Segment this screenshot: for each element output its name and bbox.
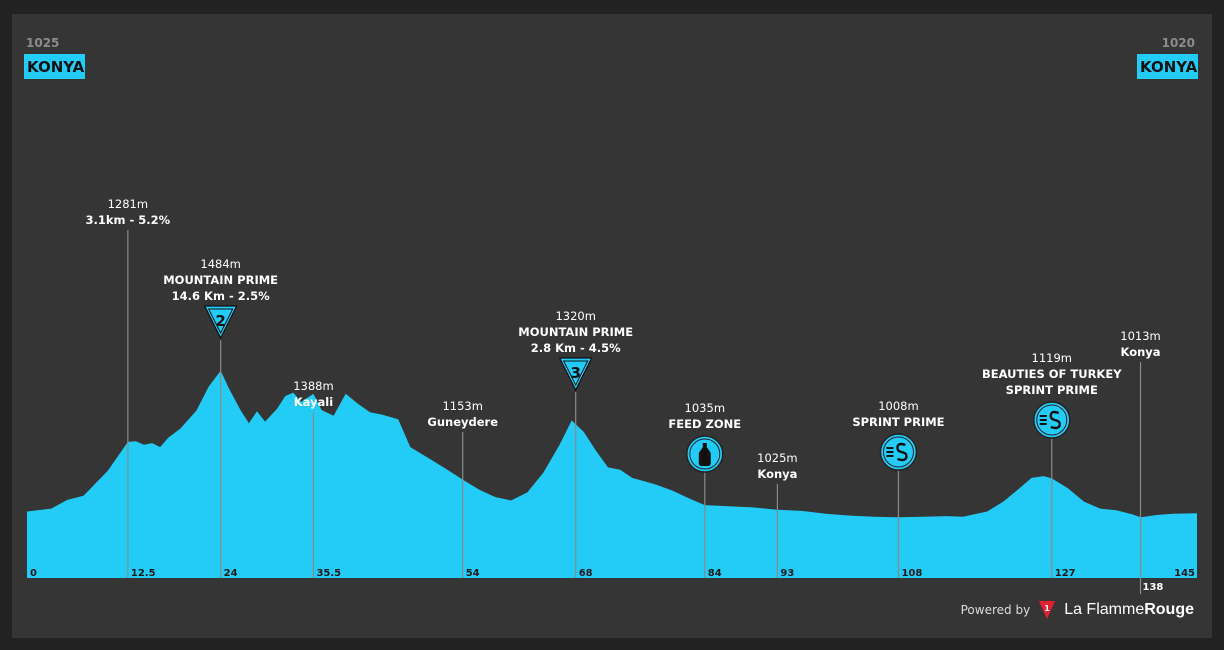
x-tick-label: 93 bbox=[780, 568, 794, 579]
sprint-lines-icon bbox=[1039, 415, 1047, 425]
finish-city: KONYA bbox=[1140, 58, 1198, 76]
marker-9: Konya 1013m bbox=[1120, 329, 1161, 594]
marker-3: Guneydere 1153m bbox=[427, 399, 498, 578]
powered-by-label: Powered by bbox=[960, 603, 1031, 617]
marker-desc-5-0: FEED ZONE bbox=[668, 417, 741, 431]
brand-name-light: La Flamme bbox=[1064, 601, 1145, 618]
sprint-s-icon bbox=[1049, 410, 1061, 430]
marker-desc-3-0: Guneydere bbox=[427, 415, 498, 429]
marker-0: 3.1km - 5.2% 1281m bbox=[86, 197, 171, 578]
sprint-s-icon bbox=[896, 442, 908, 462]
mountain-category-inner-icon bbox=[207, 308, 234, 335]
start-elevation: 1025 bbox=[26, 36, 59, 50]
marker-desc-4-0: MOUNTAIN PRIME bbox=[518, 325, 633, 339]
x-tick-label: 24 bbox=[224, 568, 238, 579]
marker-elevation-2: 1388m bbox=[293, 379, 333, 393]
x-tick-label: 54 bbox=[466, 568, 480, 579]
marker-elevation-5: 1035m bbox=[685, 401, 725, 415]
marker-desc-1-1: 14.6 Km - 2.5% bbox=[172, 289, 270, 303]
x-tick-label: 0 bbox=[30, 568, 37, 579]
x-tick-label: 138 bbox=[1143, 582, 1164, 593]
marker-5: FEED ZONE 1035m bbox=[668, 401, 741, 578]
elevation-profile-chart: 1025 KONYA 1020 KONYA 3.1km - 5.2% 1281m 2… bbox=[24, 36, 1198, 594]
powered-by-footer: Powered by 1 La FlammeRouge bbox=[961, 600, 1194, 620]
marker-elevation-7: 1008m bbox=[878, 399, 918, 413]
mountain-category-number: 2 bbox=[215, 312, 225, 330]
marker-elevation-4: 1320m bbox=[555, 309, 595, 323]
x-tick-label: 127 bbox=[1055, 568, 1076, 579]
marker-elevation-9: 1013m bbox=[1120, 329, 1160, 343]
marker-elevation-0: 1281m bbox=[108, 197, 148, 211]
marker-desc-1-0: MOUNTAIN PRIME bbox=[163, 273, 278, 287]
profile-panel: 1025 KONYA 1020 KONYA 3.1km - 5.2% 1281m 2… bbox=[12, 14, 1212, 638]
logo-digit: 1 bbox=[1044, 604, 1050, 613]
marker-desc-9-0: Konya bbox=[1120, 345, 1160, 359]
sprint-icon-ring bbox=[882, 436, 914, 468]
marker-elevation-3: 1153m bbox=[442, 399, 482, 413]
marker-elevation-6: 1025m bbox=[757, 451, 797, 465]
x-tick-label: 68 bbox=[579, 568, 593, 579]
marker-elevation-8: 1119m bbox=[1032, 351, 1072, 365]
x-tick-label: 35.5 bbox=[316, 568, 341, 579]
marker-desc-8-1: SPRINT PRIME bbox=[1006, 383, 1098, 397]
marker-desc-4-1: 2.8 Km - 4.5% bbox=[531, 341, 621, 355]
marker-4: 3 2.8 Km - 4.5% MOUNTAIN PRIME 1320m bbox=[518, 309, 633, 578]
marker-2: Kayali 1388m bbox=[293, 379, 334, 578]
marker-elevation-1: 1484m bbox=[200, 257, 240, 271]
finish-elevation: 1020 bbox=[1162, 36, 1195, 50]
marker-7: SPRINT PRIME 1008m bbox=[852, 399, 945, 578]
flame-logo-icon: 1 bbox=[1039, 601, 1056, 619]
brand-name: La FlammeRouge bbox=[1064, 601, 1194, 619]
mountain-category-icon bbox=[203, 305, 238, 340]
markers-layer: 3.1km - 5.2% 1281m 2 14.6 Km - 2.5% MOUNTAIN… bbox=[86, 197, 1161, 594]
x-tick-label: 145 bbox=[1174, 568, 1195, 579]
marker-8: SPRINT PRIME BEAUTIES OF TURKEY 1119m bbox=[982, 351, 1122, 578]
marker-desc-8-0: BEAUTIES OF TURKEY bbox=[982, 367, 1122, 381]
start-city: KONYA bbox=[27, 58, 85, 76]
marker-desc-6-0: Konya bbox=[757, 467, 797, 481]
mountain-category-number: 3 bbox=[570, 364, 580, 382]
mountain-category-inner-icon bbox=[562, 360, 589, 387]
marker-desc-2-0: Kayali bbox=[294, 395, 333, 409]
x-tick-label: 12.5 bbox=[131, 568, 156, 579]
sprint-icon-ring bbox=[1036, 404, 1068, 436]
bottle-icon-ring bbox=[689, 438, 721, 470]
brand-name-bold: Rouge bbox=[1144, 601, 1194, 618]
elevation-area bbox=[27, 370, 1197, 578]
marker-desc-0-0: 3.1km - 5.2% bbox=[86, 213, 171, 227]
marker-desc-7-0: SPRINT PRIME bbox=[852, 415, 944, 429]
marker-6: Konya 1025m bbox=[757, 451, 798, 578]
x-axis-ticks: 0 12.5 24 35.5 54 68 84 93 108 127 138 145 bbox=[30, 568, 1195, 593]
start-city-badge bbox=[24, 54, 85, 79]
marker-1: 2 14.6 Km - 2.5% MOUNTAIN PRIME 1484m bbox=[163, 257, 278, 578]
finish-city-badge bbox=[1137, 54, 1198, 79]
sprint-lines-icon bbox=[886, 447, 894, 457]
mountain-category-icon bbox=[558, 357, 593, 392]
bottle-icon bbox=[698, 443, 711, 466]
x-tick-label: 84 bbox=[708, 568, 722, 579]
x-tick-label: 108 bbox=[901, 568, 922, 579]
